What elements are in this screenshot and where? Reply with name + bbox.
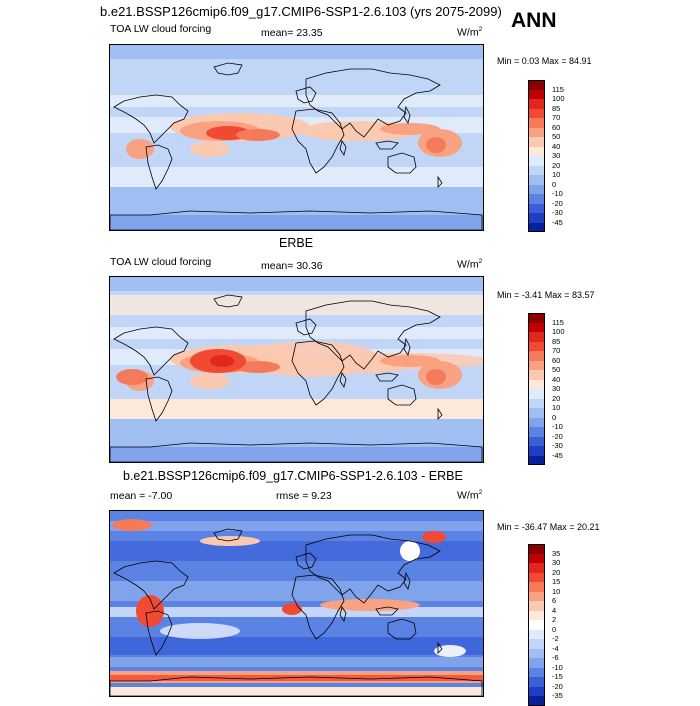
colorbar-tick-label: 70 [552, 113, 561, 122]
colorbar-tick-label: 100 [552, 327, 565, 336]
figure-title: b.e21.BSSP126cmip6.f09_g17.CMIP6-SSP1-2.… [100, 4, 502, 19]
colorbar-tick-label: -10 [552, 662, 563, 672]
colorbar-tick-label: -10 [552, 189, 563, 198]
colorbar-tick-label: -20 [552, 198, 563, 208]
colorbar-tick-label: 0 [552, 412, 557, 422]
panel2-title: ERBE [279, 236, 314, 250]
colorbar-tick-label: 6 [552, 596, 557, 605]
panel3-title: b.e21.BSSP126cmip6.f09_g17.CMIP6-SSP1-2.… [123, 469, 463, 483]
colorbar-tick-label: 40 [552, 374, 561, 384]
colorbar-tick-label: -30 [552, 208, 563, 217]
colorbar-tick-label: -45 [552, 217, 563, 227]
panel3-map [109, 510, 484, 697]
panel3-rmse-label: rmse = 9.23 [276, 490, 332, 502]
colorbar-tick-label: 10 [552, 170, 561, 179]
colorbar-tick-label: 0 [552, 624, 557, 634]
colorbar-tick-label: 40 [552, 141, 561, 151]
colorbar-tick-label: 4 [552, 605, 557, 615]
colorbar-tick-label: 30 [552, 151, 561, 160]
colorbar-tick-label: 30 [552, 384, 561, 393]
colorbar-tick-label: -35 [552, 691, 563, 700]
colorbar-tick-label: 50 [552, 365, 561, 374]
panel1-mean-label: mean= 23.35 [261, 27, 323, 39]
season-label: ANN [511, 9, 557, 32]
colorbar-tick-label: -15 [552, 672, 563, 681]
colorbar-tick-label: 20 [552, 567, 561, 577]
contour-map [110, 511, 483, 696]
colorbar-tick-label: -45 [552, 450, 563, 460]
colorbar-tick-label: 60 [552, 122, 561, 132]
colorbar-tick-label: 10 [552, 403, 561, 412]
colorbar-tick-label: 85 [552, 336, 561, 346]
panel3-minmax: Min = -36.47 Max = 20.21 [497, 522, 600, 532]
colorbar-tick-label: 115 [552, 317, 564, 327]
colorbar-tick-label: -6 [552, 653, 559, 662]
colorbar-outline [528, 544, 545, 706]
colorbar-tick-label: 15 [552, 577, 561, 586]
colorbar-tick-label: 35 [552, 548, 561, 558]
colorbar-tick-label: -2 [552, 634, 559, 643]
colorbar-tick-label: 2 [552, 615, 557, 624]
colorbar-tick-label: 20 [552, 160, 561, 170]
panel1-units: W/m2 [457, 26, 483, 39]
panel2-map [109, 276, 484, 463]
panel3-mean-label: mean = -7.00 [110, 490, 173, 502]
panel1-variable-label: TOA LW cloud forcing [110, 23, 212, 35]
colorbar-tick-label: 70 [552, 346, 561, 355]
colorbar-tick-label: 50 [552, 132, 561, 141]
panel2-minmax: Min = -3.41 Max = 83.57 [497, 290, 595, 300]
panel2-variable-label: TOA LW cloud forcing [110, 256, 212, 268]
colorbar-tick-label: 100 [552, 94, 565, 103]
colorbar-tick-label: -20 [552, 681, 563, 691]
colorbar-tick-label: -20 [552, 431, 563, 441]
panel2-units: W/m2 [457, 258, 483, 271]
panel1-minmax: Min = 0.03 Max = 84.91 [497, 56, 592, 66]
colorbar-tick-label: -4 [552, 643, 559, 653]
colorbar-tick-label: 10 [552, 586, 561, 596]
colorbar-tick-label: 60 [552, 355, 561, 365]
colorbar-tick-label: 20 [552, 393, 561, 403]
panel3-units: W/m2 [457, 489, 483, 502]
panel1-map [109, 44, 484, 231]
colorbar-tick-label: -10 [552, 422, 563, 431]
panel2-mean-label: mean= 30.36 [261, 260, 323, 272]
contour-map [110, 277, 483, 462]
colorbar-outline [528, 313, 545, 465]
colorbar-tick-label: 115 [552, 84, 564, 94]
colorbar-tick-label: 0 [552, 179, 557, 189]
contour-map [110, 45, 483, 230]
colorbar-outline [528, 80, 545, 232]
colorbar-tick-label: 85 [552, 103, 561, 113]
colorbar-tick-label: 30 [552, 558, 561, 567]
colorbar-tick-label: -30 [552, 441, 563, 450]
